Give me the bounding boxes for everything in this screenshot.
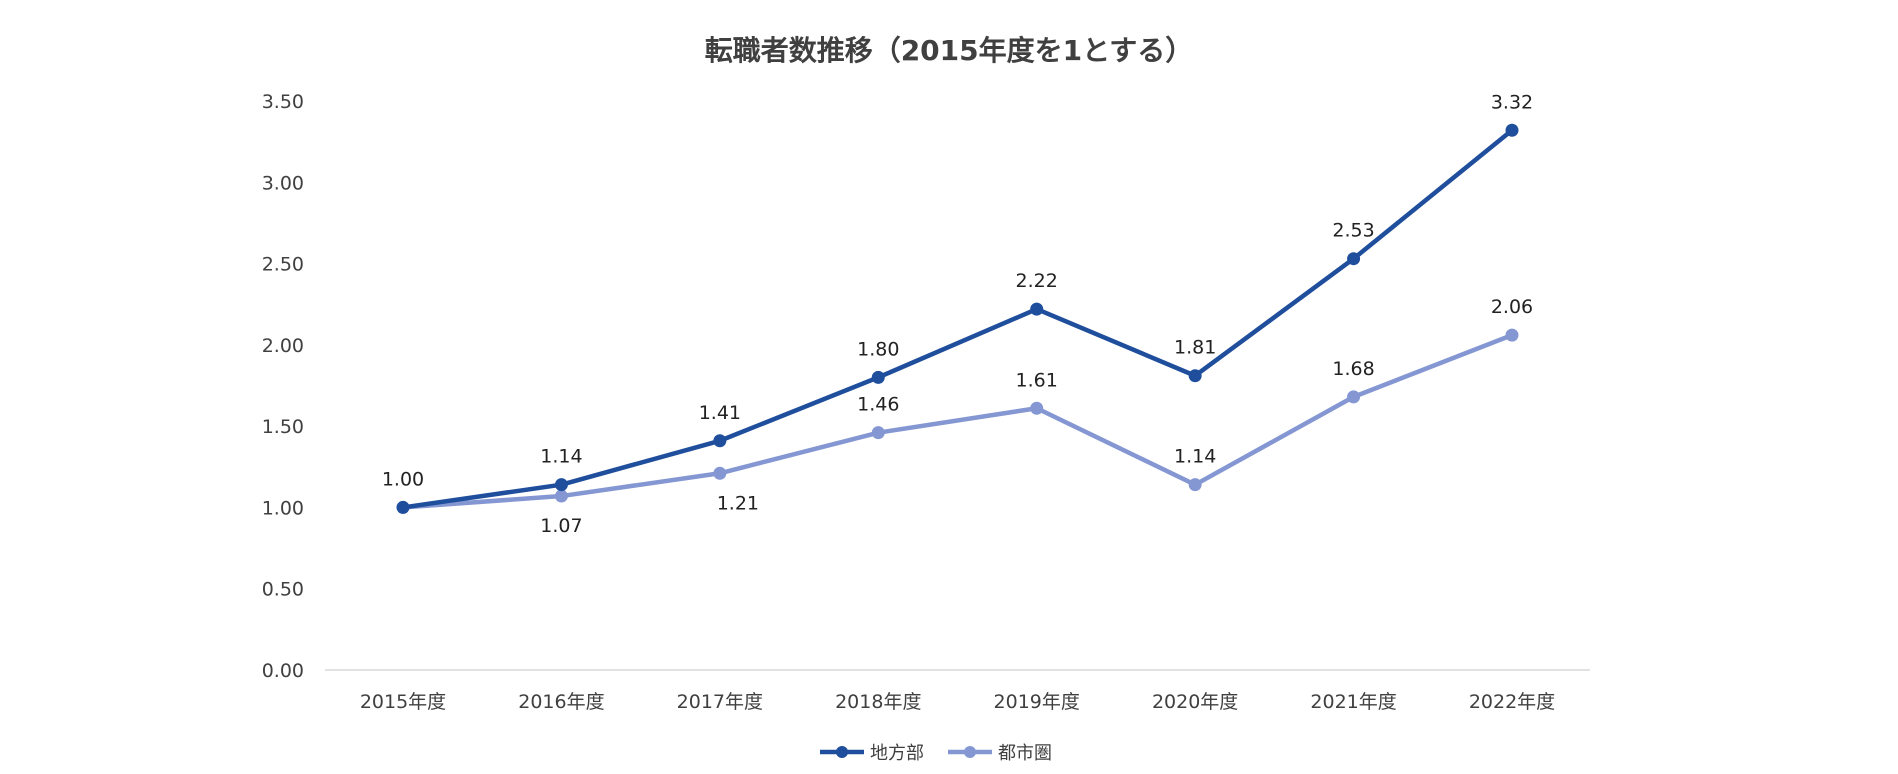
- data-label: 1.07: [540, 515, 582, 537]
- y-axis: 0.00 0.50 1.00 1.50 2.00 2.50 3.00 3.50: [262, 91, 304, 682]
- data-point: [1505, 328, 1519, 342]
- data-point: [871, 370, 885, 384]
- legend-marker: [836, 746, 848, 758]
- data-point: [554, 489, 568, 503]
- data-point: [713, 434, 727, 448]
- data-point: [1188, 369, 1202, 383]
- x-tick-label: 2016年度: [518, 691, 604, 713]
- y-tick-label: 1.50: [262, 416, 304, 438]
- data-label: 2.53: [1332, 220, 1374, 242]
- y-tick-label: 1.00: [262, 497, 304, 519]
- x-tick-label: 2020年度: [1152, 691, 1238, 713]
- data-label: 1.68: [1332, 358, 1374, 380]
- x-tick-label: 2018年度: [835, 691, 921, 713]
- y-tick-label: 2.50: [262, 254, 304, 276]
- data-point: [1030, 401, 1044, 415]
- y-tick-label: 3.50: [262, 91, 304, 113]
- data-point: [1347, 390, 1361, 404]
- x-tick-label: 2022年度: [1469, 691, 1555, 713]
- data-labels: 1.00 1.14 1.41 1.80 2.22 1.81 2.53 3.32 1.07 1.21…: [382, 91, 1533, 537]
- data-label: 3.32: [1491, 91, 1533, 113]
- x-axis: 2015年度 2016年度 2017年度 2018年度 2019年度 2020年度 2021…: [325, 669, 1590, 713]
- legend-label: 地方部: [870, 743, 924, 764]
- x-tick-label: 2019年度: [994, 691, 1080, 713]
- data-point: [1188, 478, 1202, 492]
- data-label: 1.81: [1174, 337, 1216, 359]
- series-line-0: [400, 128, 1515, 510]
- series-layer: [396, 123, 1519, 514]
- data-label: 1.14: [1174, 446, 1216, 468]
- data-point: [1347, 252, 1361, 266]
- data-label: 1.00: [382, 468, 424, 490]
- chart-title: 転職者数推移（2015年度を1とする）: [705, 34, 1194, 67]
- legend-label: 都市圏: [998, 743, 1052, 764]
- data-label: 1.46: [857, 394, 899, 416]
- data-point: [396, 500, 410, 514]
- series-line-1: [400, 332, 1515, 510]
- data-label: 1.80: [857, 338, 899, 360]
- data-point: [1505, 123, 1519, 137]
- legend: 地方部 都市圏: [820, 743, 1052, 764]
- data-label: 2.06: [1491, 296, 1533, 318]
- data-point: [1030, 302, 1044, 316]
- x-tick-label: 2017年度: [677, 691, 763, 713]
- data-point: [713, 466, 727, 480]
- data-point: [871, 426, 885, 440]
- data-label: 1.61: [1016, 369, 1058, 391]
- data-label: 1.41: [699, 402, 741, 424]
- legend-marker: [964, 746, 976, 758]
- x-tick-label: 2015年度: [360, 691, 446, 713]
- data-point: [554, 478, 568, 492]
- data-label: 1.21: [717, 492, 759, 514]
- y-tick-label: 0.00: [262, 660, 304, 682]
- data-label: 1.14: [540, 446, 582, 468]
- y-tick-label: 2.00: [262, 335, 304, 357]
- y-tick-label: 3.00: [262, 172, 304, 194]
- data-label: 2.22: [1016, 270, 1058, 292]
- y-tick-label: 0.50: [262, 579, 304, 601]
- x-tick-label: 2021年度: [1310, 691, 1396, 713]
